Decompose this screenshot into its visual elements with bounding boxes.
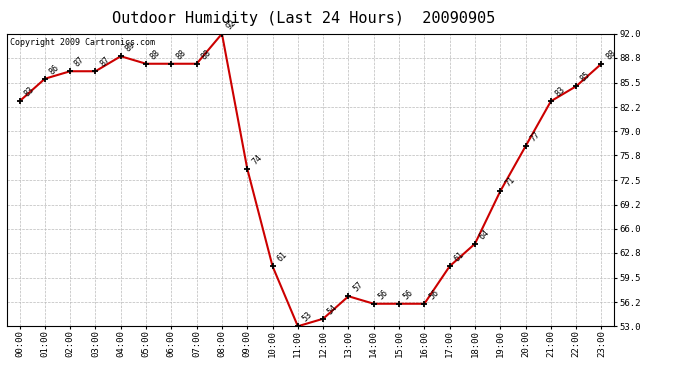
Text: Copyright 2009 Cartronics.com: Copyright 2009 Cartronics.com bbox=[10, 38, 155, 47]
Text: 86: 86 bbox=[48, 63, 61, 76]
Text: 88: 88 bbox=[149, 48, 162, 61]
Text: 56: 56 bbox=[427, 288, 440, 301]
Text: 54: 54 bbox=[326, 303, 339, 316]
Text: 87: 87 bbox=[73, 55, 86, 69]
Text: 74: 74 bbox=[250, 153, 264, 166]
Text: 92: 92 bbox=[225, 18, 238, 31]
Text: 56: 56 bbox=[377, 288, 390, 301]
Text: 87: 87 bbox=[98, 55, 112, 69]
Text: 83: 83 bbox=[22, 85, 36, 99]
Text: 64: 64 bbox=[477, 228, 491, 241]
Text: 88: 88 bbox=[174, 48, 188, 61]
Text: 85: 85 bbox=[579, 70, 592, 84]
Text: 57: 57 bbox=[351, 280, 364, 294]
Text: 83: 83 bbox=[553, 85, 567, 99]
Text: 88: 88 bbox=[199, 48, 213, 61]
Text: 61: 61 bbox=[275, 250, 288, 264]
Text: Outdoor Humidity (Last 24 Hours)  20090905: Outdoor Humidity (Last 24 Hours) 2009090… bbox=[112, 11, 495, 26]
Text: 61: 61 bbox=[453, 250, 466, 264]
Text: 77: 77 bbox=[529, 130, 542, 144]
Text: 88: 88 bbox=[604, 48, 618, 61]
Text: 53: 53 bbox=[301, 310, 314, 324]
Text: 56: 56 bbox=[402, 288, 415, 301]
Text: 71: 71 bbox=[503, 175, 516, 189]
Text: 89: 89 bbox=[124, 40, 137, 54]
